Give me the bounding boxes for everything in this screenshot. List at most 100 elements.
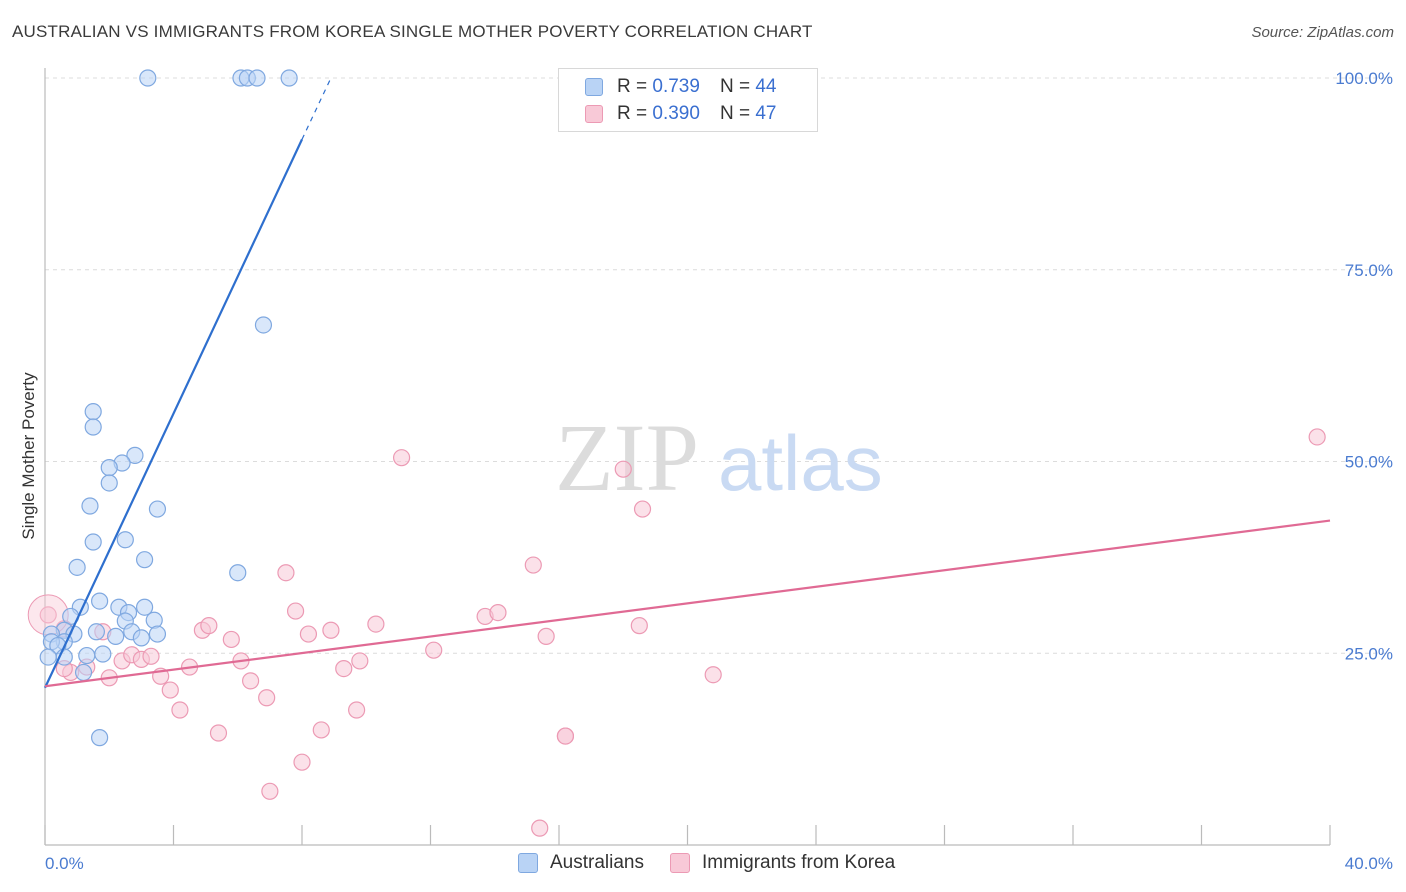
point-korea <box>367 615 385 633</box>
point-australians <box>84 403 102 421</box>
point-australians <box>248 69 266 87</box>
legend-r-value: 0.739 <box>652 76 700 97</box>
bottom-legend-label: Australians <box>550 852 644 873</box>
y-tick-label: 50.0% <box>1345 453 1393 472</box>
axis-labels: 25.0% 50.0% 75.0% 100.0% 0.0% 40.0% <box>45 69 1393 873</box>
point-korea <box>286 602 305 620</box>
y-axis-title: Single Mother Poverty <box>19 372 38 540</box>
point-korea <box>39 606 57 624</box>
watermark: ZIP atlas <box>555 404 883 511</box>
point-australians <box>135 551 154 569</box>
point-australians <box>94 645 112 663</box>
legend-n-value: 44 <box>755 76 777 97</box>
point-australians <box>78 646 96 665</box>
point-korea <box>704 666 722 684</box>
point-korea <box>489 603 507 622</box>
point-australians <box>84 533 102 551</box>
point-australians <box>100 474 118 492</box>
x-tick-label: 40.0% <box>1345 854 1393 873</box>
point-korea <box>425 641 443 659</box>
legend-row-korea: R = 0.390 N = 47 <box>585 102 776 126</box>
point-australians <box>91 592 109 610</box>
point-australians <box>126 446 144 464</box>
grid-lines <box>45 77 1390 654</box>
point-australians <box>74 663 93 682</box>
point-korea <box>556 727 575 745</box>
trendlines <box>44 77 1331 689</box>
x-tick-label: 0.0% <box>45 854 84 873</box>
stats-legend: R = 0.739 N = 44 R = 0.390 N = 47 <box>558 68 818 132</box>
point-korea <box>322 621 340 639</box>
y-tick-label: 25.0% <box>1345 644 1393 663</box>
watermark-zip: ZIP <box>555 404 699 511</box>
point-korea <box>171 701 189 719</box>
bottom-legend-swatch-pink <box>670 853 690 873</box>
trendline-australians-extension <box>301 77 332 140</box>
legend-swatch-pink <box>585 105 603 123</box>
point-korea <box>161 681 179 699</box>
point-australians <box>135 598 154 616</box>
chart-title: AUSTRALIAN VS IMMIGRANTS FROM KOREA SING… <box>12 22 813 41</box>
legend-r-value: 0.390 <box>652 103 700 124</box>
point-australians <box>107 627 125 645</box>
point-australians <box>81 497 99 515</box>
point-australians <box>148 625 167 643</box>
legend-row-australians: R = 0.739 N = 44 <box>585 75 776 99</box>
point-korea <box>348 701 366 719</box>
point-korea <box>630 617 648 635</box>
watermark-atlas: atlas <box>718 419 883 507</box>
source-label: Source: ZipAtlas.com <box>1251 24 1394 41</box>
point-australians <box>148 500 167 518</box>
point-australians <box>280 69 298 87</box>
bottom-legend: Australians Immigrants from Korea <box>518 852 921 874</box>
bottom-legend-australians[interactable]: Australians <box>518 852 644 874</box>
point-korea <box>312 721 330 739</box>
point-australians <box>116 531 134 549</box>
point-australians <box>229 564 247 582</box>
point-korea <box>392 449 411 467</box>
point-korea <box>299 625 318 643</box>
point-korea <box>537 627 555 645</box>
bottom-legend-label: Immigrants from Korea <box>702 852 896 873</box>
point-korea <box>222 630 240 649</box>
point-korea <box>335 659 353 678</box>
point-australians <box>87 623 106 641</box>
point-australians <box>132 629 150 647</box>
y-tick-label: 75.0% <box>1345 261 1393 280</box>
point-korea <box>258 689 276 707</box>
point-korea <box>200 617 218 635</box>
point-australians <box>254 316 273 334</box>
series-australians <box>39 69 298 747</box>
legend-r-label: R = <box>617 76 648 97</box>
legend-n-label: N = <box>719 76 751 97</box>
point-korea <box>1308 428 1326 446</box>
point-korea <box>351 652 369 670</box>
point-korea <box>633 500 652 518</box>
point-australians <box>84 418 102 436</box>
legend-swatch-blue <box>585 78 603 96</box>
bottom-legend-korea[interactable]: Immigrants from Korea <box>670 852 895 874</box>
point-australians <box>68 558 86 576</box>
point-korea <box>614 460 632 478</box>
point-australians <box>91 729 109 747</box>
point-korea <box>261 782 279 800</box>
trendline-korea <box>44 519 1331 688</box>
legend-r-label: R = <box>617 103 648 124</box>
point-korea <box>277 564 295 582</box>
legend-n-value: 47 <box>755 103 777 124</box>
legend-n-label: N = <box>719 103 751 124</box>
y-tick-label: 100.0% <box>1335 69 1393 88</box>
point-korea <box>531 819 549 837</box>
trendline-australians <box>44 138 303 689</box>
point-korea <box>242 672 260 690</box>
point-australians <box>39 648 57 666</box>
point-korea <box>524 556 542 574</box>
axes <box>44 68 1331 846</box>
point-australians <box>100 459 118 477</box>
bottom-legend-swatch-blue <box>518 853 538 873</box>
point-korea <box>209 724 228 742</box>
point-korea <box>293 753 311 771</box>
point-australians <box>139 69 157 87</box>
point-korea <box>142 647 160 665</box>
